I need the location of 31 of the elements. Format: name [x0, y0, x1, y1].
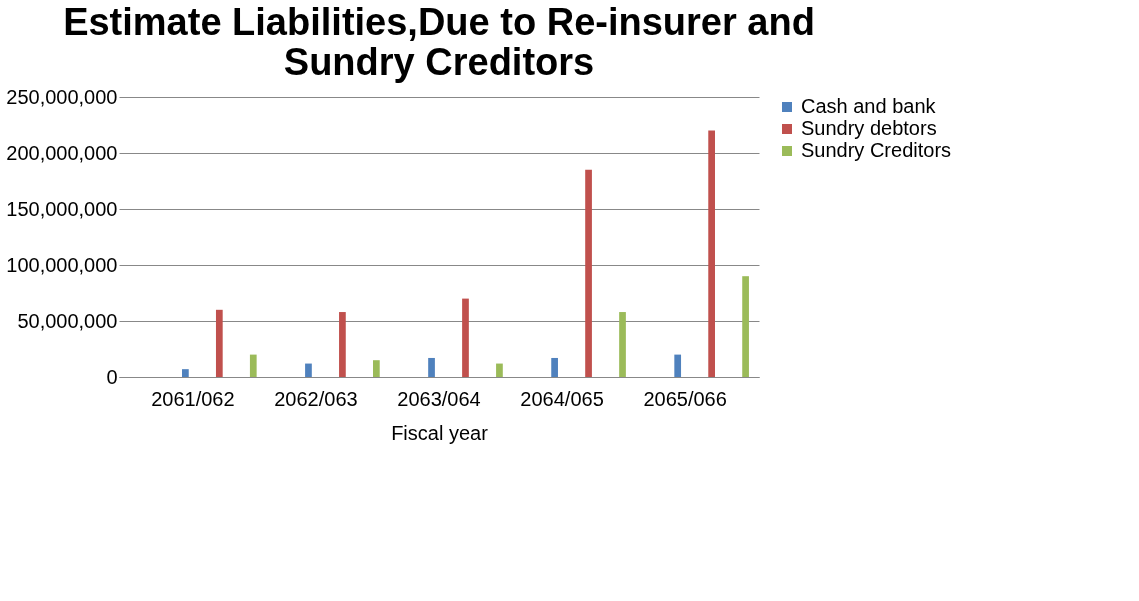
bar	[619, 312, 626, 377]
legend-label: Cash and bank	[801, 95, 937, 117]
x-tick-label: 2065/066	[643, 387, 727, 410]
y-tick-label: 150,000,000	[6, 197, 118, 220]
bar	[305, 363, 312, 377]
bar	[742, 276, 749, 377]
bar	[585, 169, 592, 377]
y-tick-label: 200,000,000	[6, 141, 118, 164]
legend-label: Sundry Creditors	[801, 139, 952, 161]
y-tick-label: 50,000,000	[17, 309, 118, 332]
chart-title: Estimate Liabilities,Due to Re-insurer and Sundry Creditors	[63, 1, 815, 83]
bar	[496, 363, 503, 377]
bar	[428, 357, 435, 377]
bar	[674, 354, 682, 377]
bar	[373, 360, 380, 377]
y-tick-label: 250,000,000	[6, 85, 118, 108]
bar	[215, 309, 223, 377]
bar	[462, 298, 469, 377]
bar	[551, 357, 558, 377]
bar	[182, 369, 189, 377]
x-tick-label: 2064/065	[520, 387, 604, 410]
bar	[339, 312, 346, 377]
legend-label: Sundry debtors	[801, 117, 937, 139]
bar	[249, 354, 257, 377]
y-tick-label: 100,000,000	[6, 253, 118, 276]
x-axis-title: Fiscal year	[391, 421, 489, 444]
bar	[708, 130, 715, 377]
y-tick-label: 0	[106, 365, 118, 388]
x-tick-label: 2063/064	[397, 387, 481, 410]
x-tick-label: 2061/062	[151, 387, 235, 410]
x-tick-label: 2062/063	[274, 387, 358, 410]
